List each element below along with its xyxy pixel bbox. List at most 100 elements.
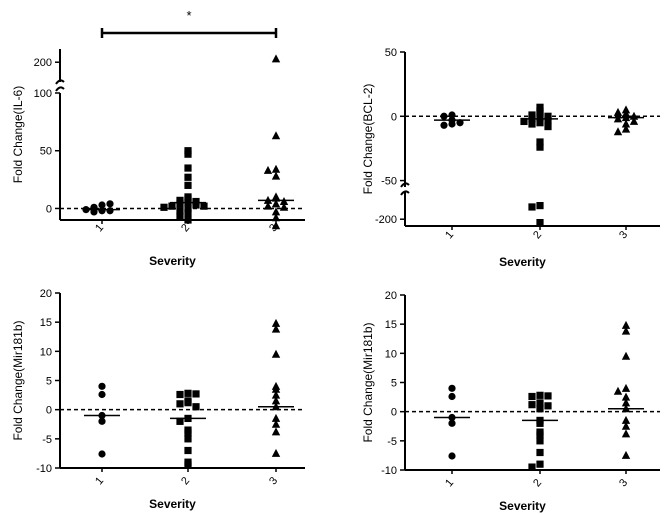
point-circle [448,120,456,128]
point-triangle [271,419,281,428]
point-triangle [621,351,631,360]
axis-break-mark [55,86,65,92]
point-square [536,219,544,227]
point-triangle [271,207,281,216]
y-tick-label: 100 [34,88,52,100]
point-square [184,204,192,213]
point-triangle [271,448,281,457]
point-square [544,392,552,400]
point-square [536,143,544,151]
point-square [536,113,544,122]
point-square [544,402,552,410]
y-tick-label: 5 [46,376,52,388]
y-tick-label: 10 [40,346,52,358]
point-circle [448,419,456,427]
point-circle [440,112,448,120]
y-tick-label: 10 [385,348,397,360]
point-circle [98,450,106,458]
point-triangle [271,164,281,173]
point-square [184,150,192,158]
point-circle [106,207,114,215]
x-tick-label: 2 [179,475,192,487]
y-axis-title: Fold Change(Mir181b) [11,320,25,440]
point-square [184,429,192,437]
point-triangle [621,326,631,335]
y-axis-title: Fold Change(Mir181b) [361,322,375,442]
point-triangle [279,202,289,211]
point-triangle [621,450,631,459]
y-tick-label: 20 [40,288,52,300]
point-circle [448,384,456,392]
point-square [528,203,536,211]
point-square [536,110,544,118]
point-square [536,437,544,445]
axis-break-mark [55,79,65,85]
x-tick-label: 1 [93,222,106,234]
point-triangle [629,116,639,125]
point-square [176,207,184,215]
y-tick-label: 0 [46,203,52,215]
y-tick-label: 0 [391,407,397,419]
point-square [168,202,176,210]
point-triangle [621,415,631,424]
point-triangle [621,124,631,133]
point-square [536,448,544,457]
y-tick-label: 0 [46,405,52,417]
point-square [184,389,192,397]
point-square [528,392,536,401]
y-axis-title: Fold Change(BCL-2) [361,84,375,195]
point-triangle [613,386,623,395]
axis-break-mark [400,190,410,196]
point-triangle [263,165,273,174]
y-tick-label: 5 [391,378,397,390]
y-tick-label: -10 [381,465,397,477]
x-tick-label: 2 [179,222,192,234]
point-triangle [271,413,281,422]
point-square [176,417,184,425]
point-square [536,431,544,439]
point-square [184,173,192,181]
y-tick-label: -200 [375,214,397,226]
point-square [536,405,544,413]
x-tick-label: 3 [617,477,630,489]
point-square [176,400,184,408]
point-triangle [271,427,281,436]
point-triangle [271,349,281,358]
point-circle [98,207,106,215]
point-square [536,419,544,427]
y-tick-label: 50 [40,146,52,158]
point-triangle [271,213,281,222]
point-triangle [271,318,281,327]
point-square [544,116,552,124]
point-square [544,112,552,120]
y-tick-label: 200 [34,57,52,69]
panel-4: -10 -5 0 5 10 15 20 1 2 3 Severity Fold Change(Mir1… [361,290,660,513]
point-triangle [271,131,281,140]
point-square [200,202,208,210]
point-triangle [271,171,281,180]
point-triangle [613,127,623,136]
y-tick-label: -50 [381,176,397,188]
y-tick-label: 0 [391,111,397,123]
point-square [536,399,544,407]
panel-3: -10 -5 0 5 10 15 20 1 2 3 Severity Fold Change(Mir1… [11,288,305,511]
point-triangle [613,114,623,123]
panel-2: -200 -50 0 50 1 2 3 Severity Fold Change(BCL-2) [361,47,660,269]
x-tick-label: 1 [443,477,456,489]
point-square [544,122,552,131]
point-square [184,435,192,443]
point-square [176,200,184,208]
point-triangle [621,421,631,430]
point-square [184,164,192,172]
point-triangle [621,383,631,392]
point-square [536,391,544,399]
point-circle [448,392,456,401]
point-square [176,390,184,399]
point-circle [448,452,456,460]
point-triangle [271,54,281,63]
axis-break-mark [400,182,410,188]
x-tick-label: 3 [617,229,630,241]
point-triangle [271,324,281,333]
point-square [176,212,184,221]
point-circle [98,382,106,390]
